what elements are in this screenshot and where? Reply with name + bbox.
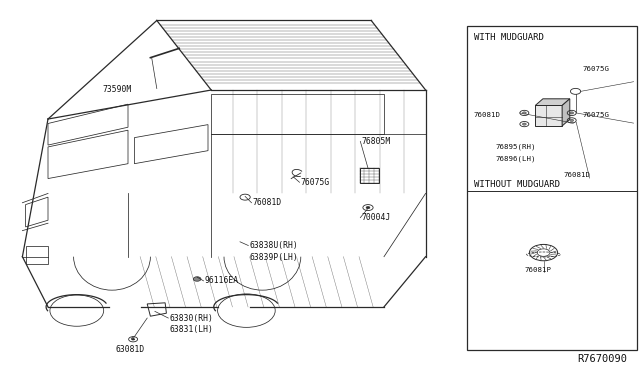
Text: 76895(RH): 76895(RH) [496, 144, 536, 150]
Circle shape [522, 123, 526, 125]
Text: 76081D: 76081D [253, 198, 282, 207]
Text: 76805M: 76805M [362, 137, 391, 146]
Circle shape [570, 119, 573, 122]
Text: WITH MUDGUARD: WITH MUDGUARD [474, 33, 543, 42]
Text: WITHOUT MUDGUARD: WITHOUT MUDGUARD [474, 180, 559, 189]
Text: 76081D: 76081D [474, 112, 500, 118]
Bar [360, 168, 379, 183]
Text: 63830(RH): 63830(RH) [170, 314, 214, 323]
Circle shape [193, 277, 201, 281]
Text: 76075G: 76075G [301, 178, 330, 187]
Text: 76081D: 76081D [563, 172, 590, 178]
Text: 70004J: 70004J [362, 213, 391, 222]
Text: 63839P(LH): 63839P(LH) [250, 253, 298, 262]
Text: 76896(LH): 76896(LH) [496, 156, 536, 163]
Text: 76075G: 76075G [582, 112, 609, 118]
Text: R7670090: R7670090 [577, 354, 627, 364]
Circle shape [366, 206, 370, 209]
Bar [535, 106, 562, 126]
Circle shape [131, 338, 135, 340]
Text: 76081P: 76081P [525, 267, 552, 273]
Text: 63838U(RH): 63838U(RH) [250, 241, 298, 250]
Text: 76075G: 76075G [582, 66, 609, 72]
Text: 73590M: 73590M [102, 85, 132, 94]
Text: 96116EA: 96116EA [205, 276, 239, 285]
Text: 63081D: 63081D [115, 345, 145, 354]
Polygon shape [535, 99, 570, 106]
Polygon shape [562, 99, 570, 126]
Circle shape [522, 112, 526, 114]
Bar [467, 26, 637, 350]
Text: 63831(LH): 63831(LH) [170, 326, 214, 334]
Circle shape [570, 112, 573, 114]
